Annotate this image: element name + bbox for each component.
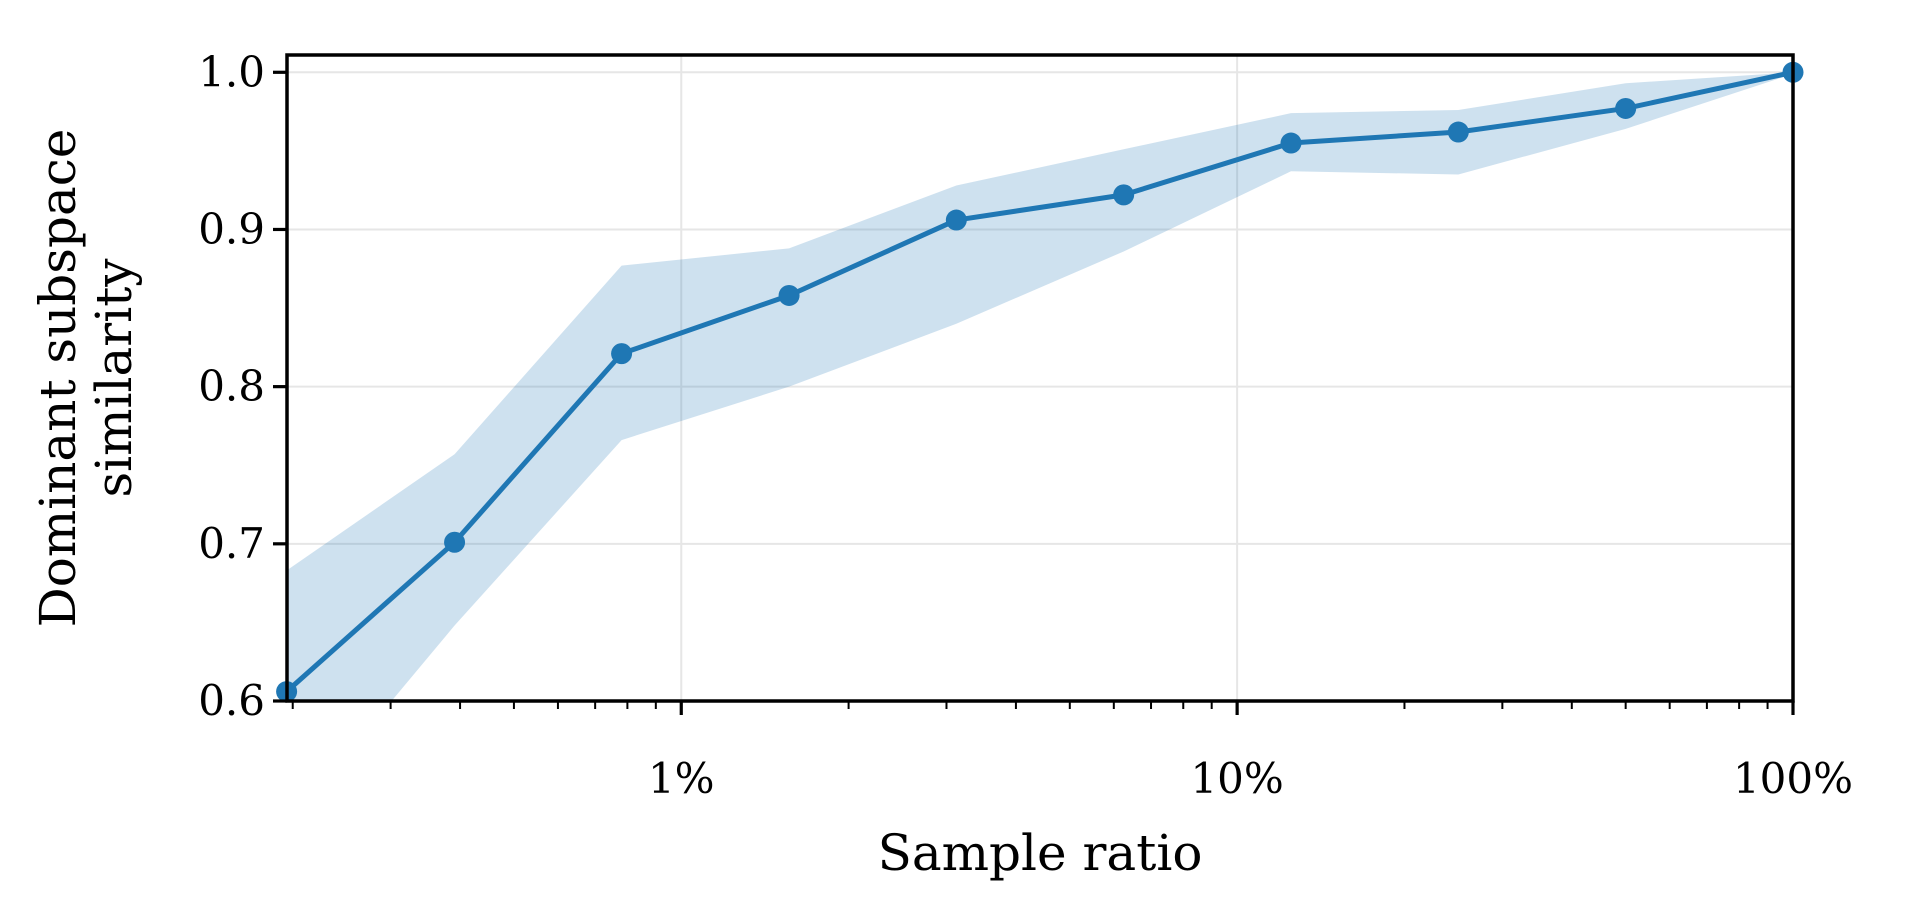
data-point-marker: [1280, 132, 1302, 154]
y-axis-label-line1: Dominant subspace: [29, 128, 87, 628]
x-tick-label: 100%: [1733, 754, 1853, 803]
y-tick-label: 0.8: [198, 362, 265, 411]
series-line: [287, 69, 1793, 695]
data-point-marker: [945, 209, 967, 231]
x-axis-label: Sample ratio: [877, 824, 1203, 882]
x-tick-label: 10%: [1190, 754, 1283, 803]
plot-border: [285, 53, 1795, 703]
data-point-marker: [1615, 97, 1637, 119]
y-tick-label: 0.6: [198, 676, 265, 725]
data-point-marker: [1113, 184, 1135, 206]
y-axis-label-line2: similarity: [85, 258, 143, 498]
data-point-marker: [444, 531, 466, 553]
x-tick-label: 1%: [648, 754, 715, 803]
y-axis-label: Dominant subspace similarity: [29, 128, 143, 628]
y-tick-label: 1.0: [198, 47, 265, 96]
y-tick-label: 0.7: [198, 519, 265, 568]
confidence-band: [287, 72, 1793, 701]
y-tick-label: 0.9: [198, 204, 265, 253]
data-point-marker: [1447, 121, 1469, 143]
data-point-marker: [611, 343, 633, 365]
data-point-marker: [778, 284, 800, 306]
